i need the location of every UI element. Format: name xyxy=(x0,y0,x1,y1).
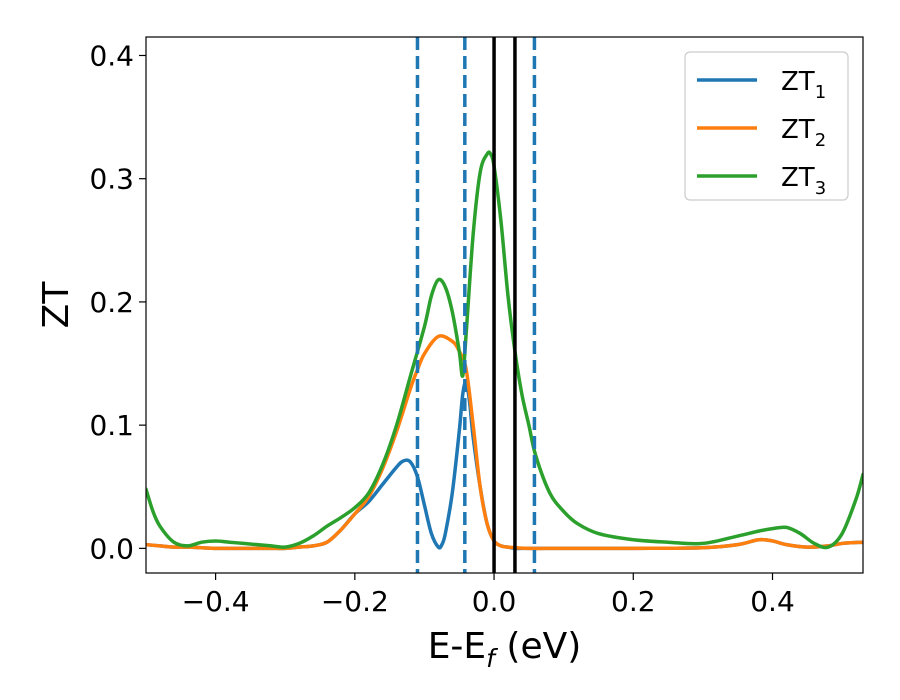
x-tick-label: 0.4 xyxy=(750,585,795,618)
x-tick-label: 0.0 xyxy=(472,585,517,618)
legend-label-main: ZT xyxy=(781,115,815,145)
series-line-zt1 xyxy=(146,380,863,551)
y-tick-label: 0.0 xyxy=(89,532,134,565)
legend-label-zt1: ZT1 xyxy=(781,67,826,103)
legend-label-sub: 3 xyxy=(815,178,826,199)
x-axis-label-main: E-E xyxy=(428,626,486,667)
y-axis-label: ZT xyxy=(36,281,77,329)
legend-label-main: ZT xyxy=(781,67,815,97)
legend-label-zt3: ZT3 xyxy=(781,163,826,199)
legend-label-zt2: ZT2 xyxy=(781,115,826,151)
x-tick-label: 0.2 xyxy=(611,585,656,618)
plot-frame xyxy=(145,36,864,574)
legend-box xyxy=(684,51,849,201)
y-tick-label: 0.4 xyxy=(89,39,134,72)
x-axis-label-tail: (eV) xyxy=(495,626,581,667)
legend-label-sub: 1 xyxy=(815,82,826,103)
y-tick-label: 0.3 xyxy=(89,163,134,196)
x-tick-label: −0.2 xyxy=(321,585,389,618)
series-line-zt2 xyxy=(146,334,863,551)
y-tick-label: 0.2 xyxy=(89,286,134,319)
legend-label-sub: 2 xyxy=(815,130,826,151)
plot-area xyxy=(146,37,863,573)
axes-layer: −0.4 −0.2 0.0 0.2 0.4 0.0 0.1 0.2 0.3 0.4 E-Ef (eV… xyxy=(36,36,864,673)
x-axis-label: E-Ef (eV) xyxy=(428,626,582,673)
series-line-zt3 xyxy=(146,150,863,550)
legend-label-main: ZT xyxy=(781,163,815,193)
x-tick-label: −0.4 xyxy=(182,585,250,618)
y-tick-label: 0.1 xyxy=(89,409,134,442)
plot-layer xyxy=(146,37,863,573)
